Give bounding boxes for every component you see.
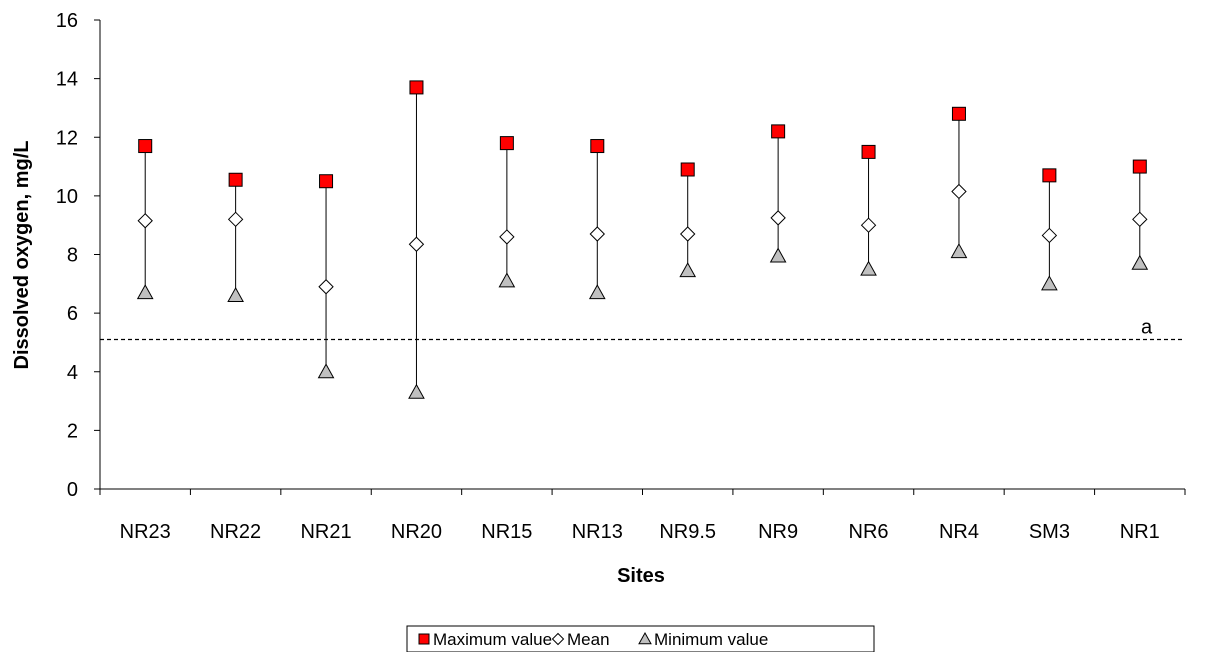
minimum-value-point <box>136 284 154 300</box>
y-axis-title: Dissolved oxygen, mg/L <box>11 141 33 370</box>
minimum-value-point <box>1131 254 1149 270</box>
minimum-value-point <box>679 262 697 278</box>
minimum-value-point <box>588 284 606 300</box>
maximum-value-point <box>1042 168 1057 183</box>
maximum-value-point <box>861 144 876 159</box>
minimum-value-point <box>769 247 787 263</box>
maximum-value-point <box>590 139 605 154</box>
maximum-value-point <box>771 124 786 139</box>
maximum-value-point <box>228 172 243 187</box>
x-tick-label: SM3 <box>1029 521 1070 543</box>
mean-point <box>227 211 244 228</box>
markers <box>136 80 1149 399</box>
legend-box <box>406 625 875 652</box>
range-lines <box>144 87 1141 393</box>
mean-point <box>770 210 786 226</box>
x-tick-label: NR20 <box>391 521 442 543</box>
minimum-value-point <box>860 260 877 276</box>
maximum-value-point <box>409 80 424 95</box>
mean-point <box>137 213 153 229</box>
y-tick-label: 14 <box>56 69 78 91</box>
x-tick-label: NR15 <box>481 521 532 543</box>
mean-point <box>499 229 515 245</box>
y-tick-label: 4 <box>67 362 78 384</box>
x-tick-label: NR9 <box>758 521 798 543</box>
mean-point <box>680 226 696 242</box>
y-tick-label: 0 <box>67 479 78 501</box>
x-tick-label: NR6 <box>849 521 889 543</box>
y-tick-label: 2 <box>67 420 78 442</box>
y-tick-label: 10 <box>56 186 78 208</box>
axes: 0 2 4 6 8 10 12 14 16 NR23 NR22 NR21 NR20 NR15 NR13 NR9… <box>56 10 1186 543</box>
y-tick-label: 16 <box>56 10 78 32</box>
maximum-value-point <box>319 174 334 189</box>
legend-label-mean: Mean <box>567 630 610 649</box>
minimum-value-point <box>227 287 244 303</box>
reference-line-group: a <box>100 317 1185 341</box>
minimum-value-point <box>950 243 968 259</box>
legend-marker-minimum-value <box>638 631 652 645</box>
y-tick-label: 12 <box>56 127 78 149</box>
x-tick-label: NR9.5 <box>659 521 716 543</box>
maximum-value-point <box>951 106 966 121</box>
legend-marker-maximum-value <box>418 633 430 645</box>
x-tick-label: NR4 <box>939 521 979 543</box>
maximum-value-point <box>1132 159 1147 174</box>
mean-point <box>860 217 877 233</box>
x-tick-label: NR21 <box>300 521 351 543</box>
legend-label-maximum-value: Maximum value <box>433 630 552 649</box>
mean-point <box>951 183 967 200</box>
mean-point <box>589 226 605 242</box>
reference-line-label: a <box>1141 317 1153 339</box>
legend-marker-mean <box>551 632 565 646</box>
mean-point <box>408 236 425 252</box>
y-tick-label: 8 <box>67 245 78 267</box>
mean-point <box>1041 227 1058 244</box>
legend: Maximum value Mean Minimum value <box>406 625 875 652</box>
x-tick-label: NR22 <box>210 521 261 543</box>
mean-point <box>1132 211 1148 228</box>
mean-point <box>318 279 334 295</box>
minimum-value-point <box>317 363 335 379</box>
x-tick-label: NR13 <box>572 521 623 543</box>
maximum-value-point <box>680 162 695 177</box>
x-axis-title: Sites <box>617 565 665 587</box>
x-tick-label: NR23 <box>120 521 171 543</box>
maximum-value-point <box>138 139 153 154</box>
y-tick-label: 6 <box>67 303 78 325</box>
minimum-value-point <box>408 383 425 399</box>
legend-label-minimum-value: Minimum value <box>654 630 768 649</box>
maximum-value-point <box>499 136 514 151</box>
minimum-value-point <box>1041 275 1058 291</box>
x-tick-label: NR1 <box>1120 521 1160 543</box>
minimum-value-point <box>498 272 516 288</box>
